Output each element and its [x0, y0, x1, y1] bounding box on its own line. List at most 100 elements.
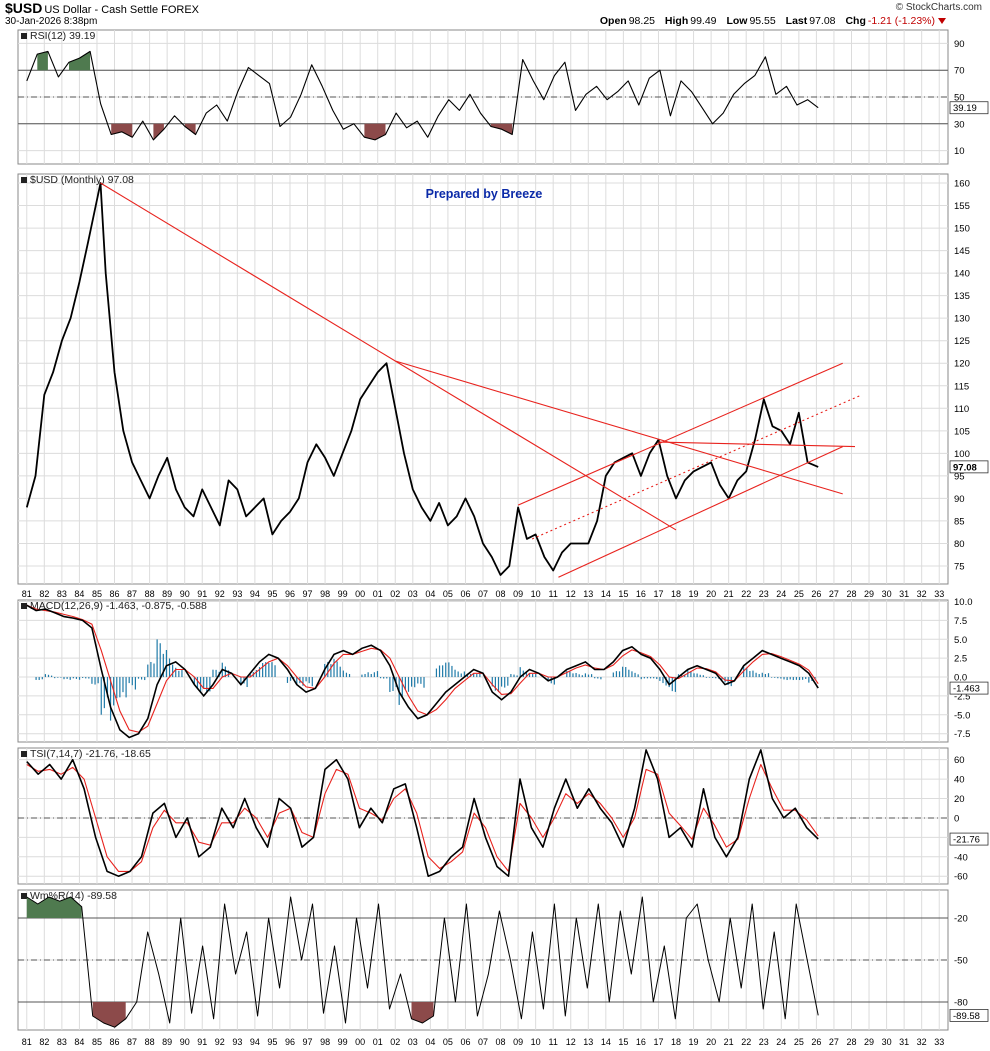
x-tick-label-top: 93: [232, 589, 242, 599]
macd-y-tick-label: -5.0: [954, 710, 970, 721]
x-tick-label-bottom: 92: [215, 1037, 225, 1047]
williams_r-last-value-box: [949, 1009, 989, 1022]
x-tick-label-bottom: 11: [549, 1037, 558, 1047]
price-y-tick-label: 80: [954, 539, 965, 550]
x-tick-label-bottom: 94: [250, 1037, 260, 1047]
x-tick-label-bottom: 84: [74, 1037, 84, 1047]
x-tick-label-bottom: 08: [496, 1037, 506, 1047]
symbol-title: $USD US Dollar - Cash Settle FOREX: [5, 0, 199, 16]
price-y-tick-label: 125: [954, 336, 970, 347]
x-tick-label-top: 90: [180, 589, 190, 599]
x-tick-label-top: 94: [250, 589, 260, 599]
price-title-bullet: [21, 177, 27, 183]
x-tick-label-bottom: 21: [724, 1037, 734, 1047]
brand-logo[interactable]: © StockCharts.com: [895, 2, 982, 13]
price-y-tick-label: 110: [954, 404, 969, 415]
price-y-tick-label: 155: [954, 201, 970, 212]
x-tick-label-bottom: 32: [917, 1037, 927, 1047]
x-tick-label-bottom: 96: [285, 1037, 295, 1047]
x-tick-label-top: 14: [601, 589, 611, 599]
williams_r-y-tick-label: -50: [954, 956, 968, 967]
rsi-last-value-label: 39.19: [953, 103, 977, 114]
chart-header: $USD US Dollar - Cash Settle FOREX 30-Jan…: [0, 0, 990, 28]
x-tick-label-top: 16: [636, 589, 646, 599]
x-tick-label-bottom: 22: [741, 1037, 751, 1047]
channel-midline-dotted: [531, 394, 863, 540]
open-value: 98.25: [628, 15, 655, 27]
tsi-y-tick-label: 40: [954, 775, 965, 786]
trendline-2002-2018: [394, 360, 677, 531]
x-tick-label-bottom: 24: [776, 1037, 786, 1047]
quote-bar: Open 98.25 High 99.49 Low 95.55 Last 97.08 C…: [593, 15, 946, 27]
x-tick-label-top: 31: [899, 589, 909, 599]
last-label: Last: [785, 15, 808, 27]
price-last-value-box: [949, 460, 989, 474]
x-tick-label-bottom: 33: [934, 1037, 944, 1047]
tsi-last-value-box: [949, 832, 989, 846]
price-y-tick-label: 100: [954, 449, 970, 460]
macd-last-value-box: [949, 681, 989, 695]
price-y-tick-label: 145: [954, 246, 970, 257]
x-tick-label-top: 81: [22, 589, 32, 599]
x-tick-label-top: 03: [408, 589, 418, 599]
tsi-line: [26, 749, 819, 877]
x-tick-label-top: 10: [531, 589, 541, 599]
price-y-tick-label: 75: [954, 561, 965, 572]
price-y-tick-label: 130: [954, 314, 970, 325]
macd-signal-line: [26, 604, 819, 733]
x-tick-label-top: 26: [811, 589, 821, 599]
price-y-tick-label: 160: [954, 179, 970, 190]
x-tick-label-bottom: 87: [127, 1037, 137, 1047]
rsi-title: RSI(12) 39.19: [30, 30, 96, 42]
x-tick-label-top: 33: [934, 589, 944, 599]
macd-title: MACD(12,26,9) -1.463, -0.875, -0.588: [30, 600, 207, 612]
tsi-y-tick-label: 20: [954, 794, 965, 805]
x-tick-label-top: 87: [127, 589, 137, 599]
x-tick-label-bottom: 15: [618, 1037, 628, 1047]
price-last-value-label: 97.08: [953, 462, 977, 473]
x-tick-label-top: 12: [566, 589, 576, 599]
macd-y-tick-label: -2.5: [954, 691, 970, 702]
x-tick-label-bottom: 28: [846, 1037, 856, 1047]
x-tick-label-top: 32: [917, 589, 927, 599]
price-y-tick-label: 115: [954, 381, 969, 392]
trendline-2002-2027: [395, 360, 843, 495]
last-value: 97.08: [809, 15, 836, 27]
x-tick-label-top: 21: [724, 589, 734, 599]
x-tick-label-bottom: 98: [320, 1037, 330, 1047]
x-tick-label-top: 30: [882, 589, 892, 599]
x-tick-label-bottom: 85: [92, 1037, 102, 1047]
x-tick-label-top: 89: [162, 589, 172, 599]
x-tick-label-bottom: 82: [39, 1037, 49, 1047]
macd-last-value-label: -1.463: [953, 684, 980, 695]
macd-line: [26, 604, 819, 739]
macd-y-tick-label: 7.5: [954, 616, 967, 627]
high-value: 99.49: [690, 15, 717, 27]
price-y-tick-label: 85: [954, 516, 965, 527]
x-tick-label-bottom: 91: [197, 1037, 207, 1047]
x-tick-label-bottom: 20: [706, 1037, 716, 1047]
symbol: $USD: [5, 0, 43, 16]
tsi-signal-line: [26, 763, 819, 872]
x-tick-label-top: 25: [794, 589, 804, 599]
x-tick-label-bottom: 93: [232, 1037, 242, 1047]
williams_r-y-tick-label: -80: [954, 998, 968, 1009]
rsi-oversold-fill: [153, 123, 164, 140]
rsi-overbought-fill: [69, 51, 91, 71]
williams_r-title-bullet: [21, 893, 27, 899]
x-tick-label-top: 92: [215, 589, 225, 599]
x-tick-label-bottom: 16: [636, 1037, 646, 1047]
x-tick-label-top: 82: [39, 589, 49, 599]
x-tick-label-bottom: 26: [811, 1037, 821, 1047]
chg-value: -1.21 (-1.23%): [867, 15, 935, 27]
rsi-y-tick-label: 30: [954, 119, 965, 130]
usd-price-line: [25, 182, 819, 576]
x-tick-label-top: 09: [513, 589, 523, 599]
williams-r-line: [26, 896, 819, 1028]
tsi-y-tick-label: 60: [954, 755, 965, 766]
price-y-tick-label: 105: [954, 426, 970, 437]
x-tick-label-top: 13: [583, 589, 593, 599]
watermark-text: Prepared by Breeze: [426, 187, 543, 201]
macd-y-tick-label: 0.0: [954, 673, 967, 684]
